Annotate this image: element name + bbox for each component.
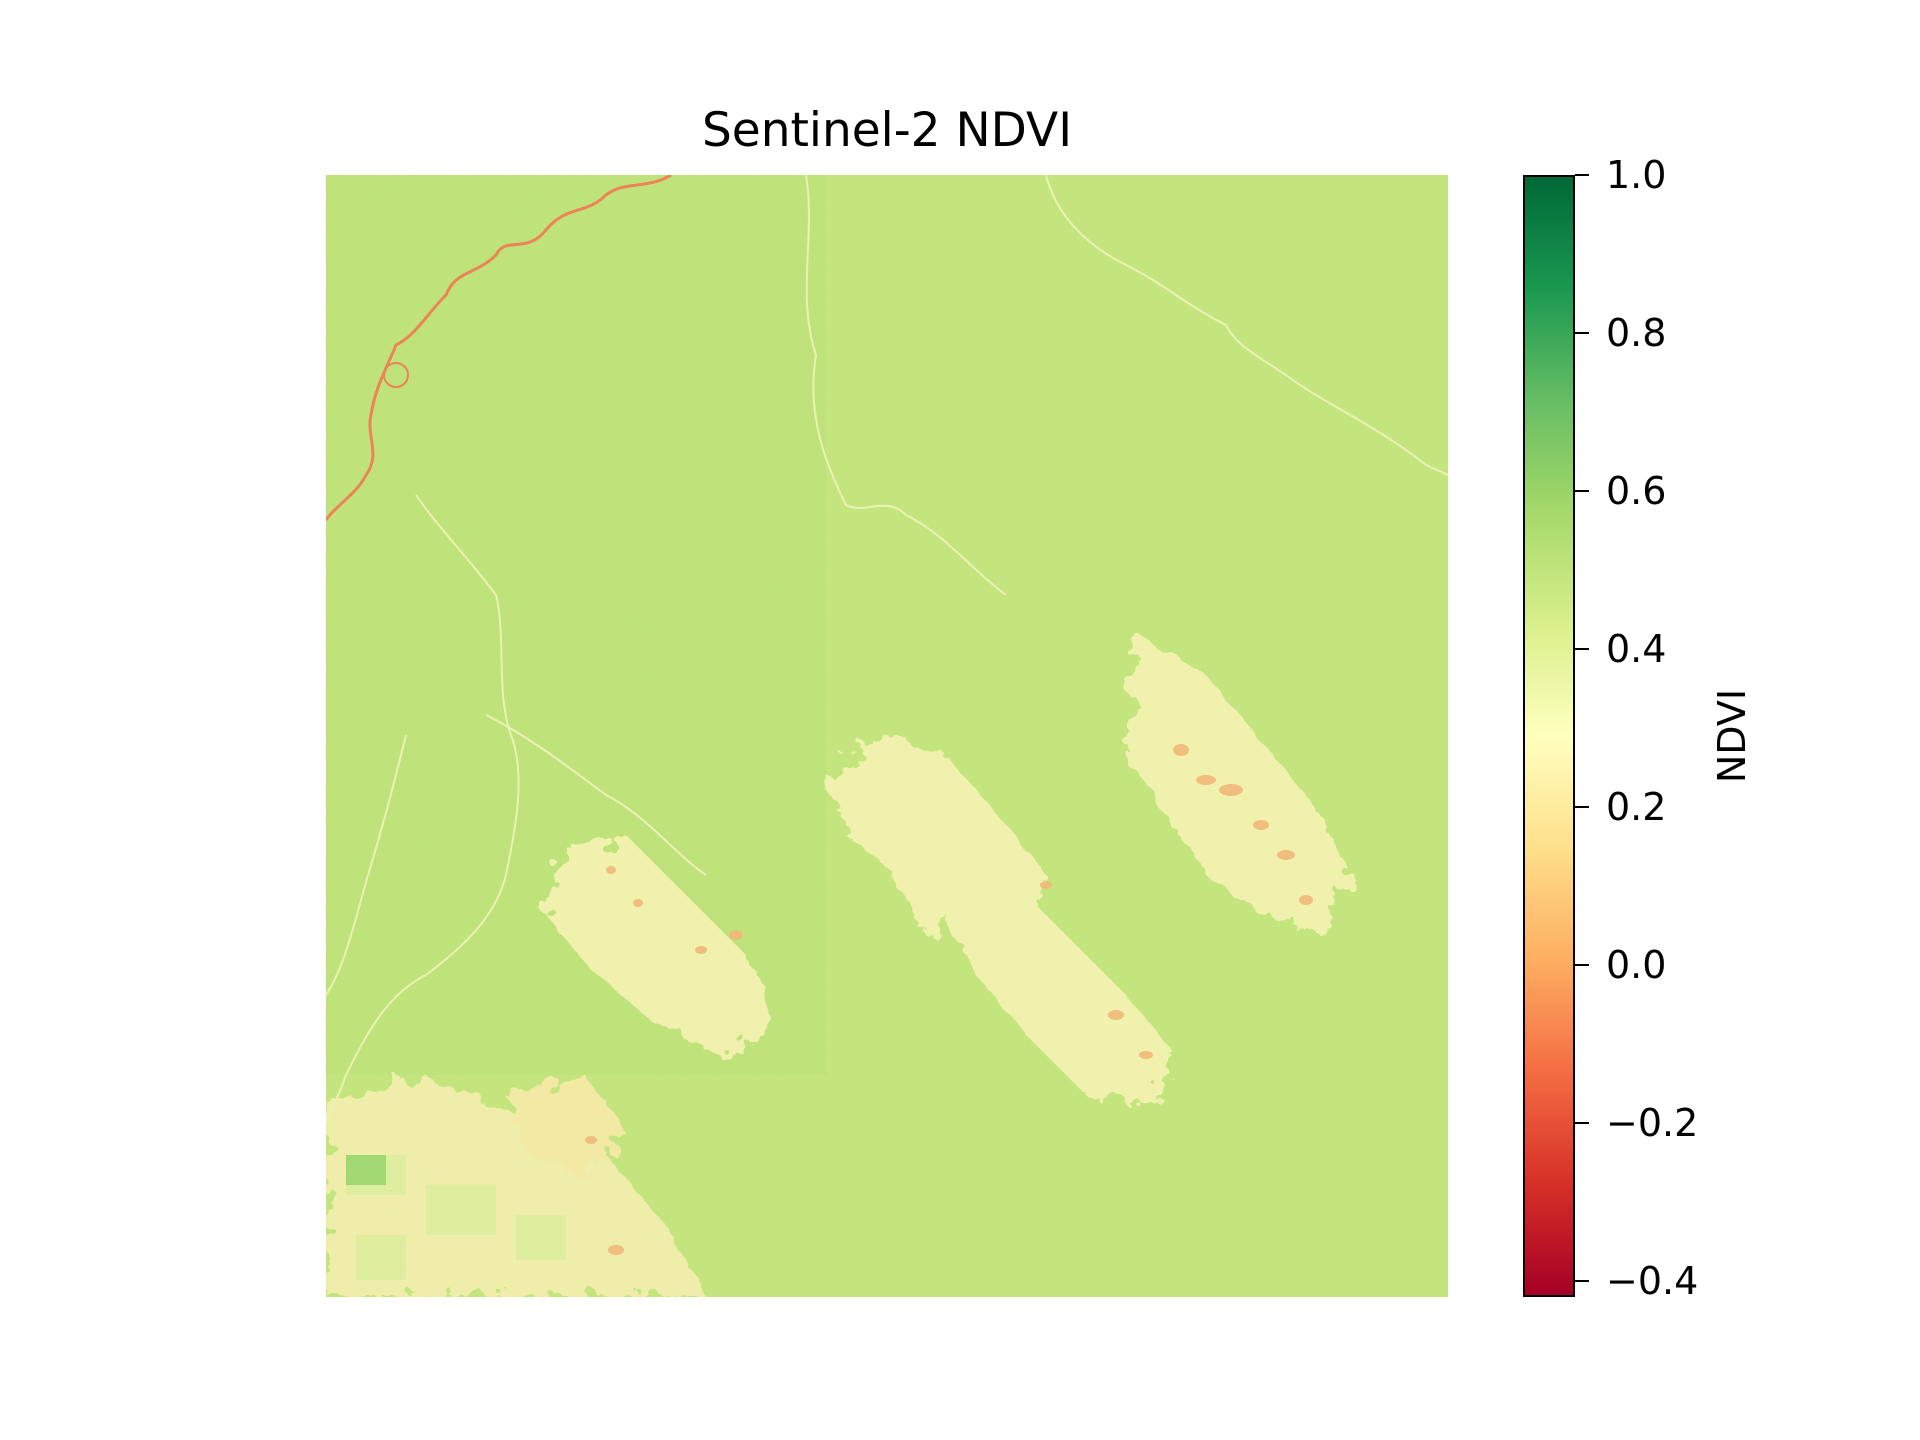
colorbar-tick-label: −0.4: [1606, 1259, 1699, 1304]
colorbar-tick-label: 1.0: [1606, 153, 1667, 197]
colorbar-tick-label: −0.2: [1606, 1101, 1699, 1146]
ndvi-map: [326, 175, 1448, 1297]
colorbar-tick: [1575, 174, 1589, 176]
colorbar-tick: [1575, 1280, 1589, 1283]
colorbar-tick: [1575, 490, 1589, 493]
colorbar-tick: [1575, 1122, 1589, 1125]
colorbar: [1523, 175, 1575, 1297]
colorbar-tick-label: 0.6: [1606, 469, 1667, 514]
colorbar-tick: [1575, 806, 1589, 809]
colorbar-tick-label: 0.4: [1606, 627, 1667, 672]
figure-title: Sentinel-2 NDVI: [701, 103, 1073, 158]
colorbar-tick-label: 0.8: [1606, 311, 1667, 356]
raster-texture: [326, 175, 1448, 1297]
colorbar-tick-label: 0.0: [1606, 943, 1667, 988]
colorbar-label: NDVI: [1710, 688, 1754, 784]
colorbar-tick: [1575, 648, 1589, 651]
colorbar-tick: [1575, 964, 1589, 967]
ndvi-raster: [326, 175, 1448, 1297]
colorbar-tick-label: 0.2: [1606, 785, 1667, 830]
colorbar-tick: [1575, 332, 1589, 335]
